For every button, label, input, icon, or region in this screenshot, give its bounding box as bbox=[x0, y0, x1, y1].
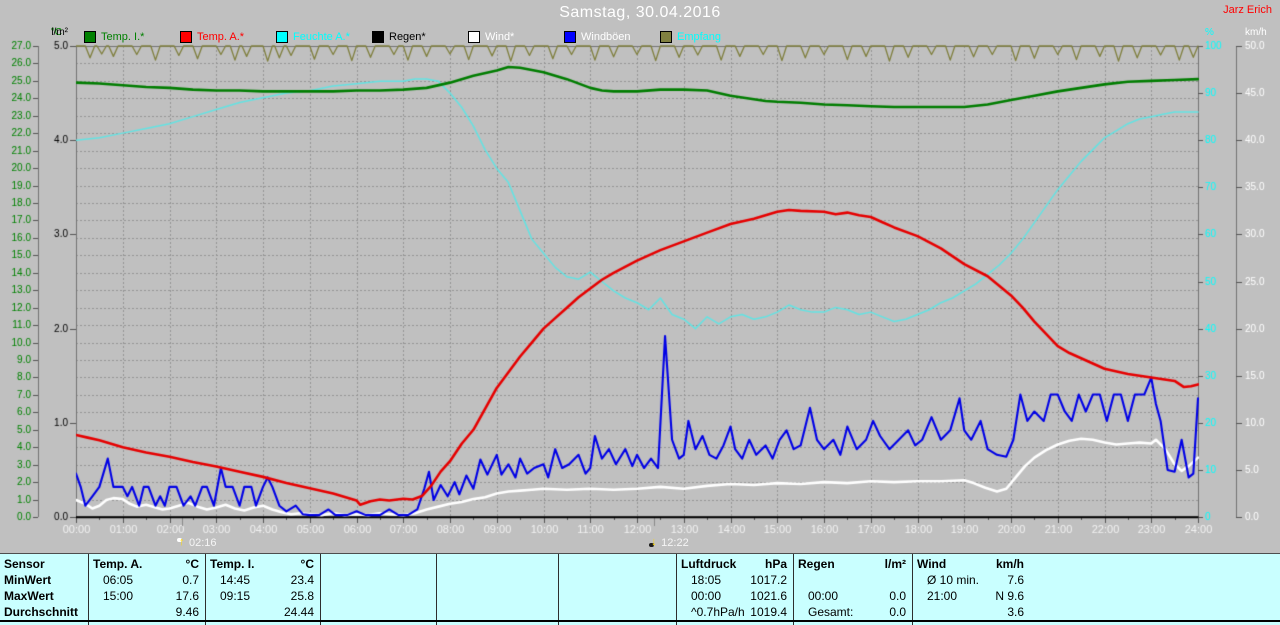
cell-time: 09:15 bbox=[220, 589, 251, 603]
cell-value: 1017.2 bbox=[750, 573, 787, 587]
wind-swatch-icon bbox=[468, 31, 480, 43]
cell-value: 23.4 bbox=[290, 573, 314, 587]
cell-time: Gesamt: bbox=[808, 605, 854, 619]
table-column-wind-stats: Wind km/h Ø 10 min. 7.6 21:00 N 9.6 3.6 bbox=[912, 554, 1030, 625]
event-marker-1222: ↓ 12:22 bbox=[649, 536, 689, 549]
axis-unit-rain: l/m² bbox=[51, 27, 68, 38]
summary-table: Sensor MinWert MaxWert Durchschnitt Temp. A.… bbox=[0, 553, 1280, 625]
cell-time: 00:00 bbox=[808, 589, 839, 603]
legend-label: Wind* bbox=[485, 31, 515, 43]
column-header: Temp. A. bbox=[93, 557, 143, 571]
axis-unit-celsius: °C bbox=[50, 27, 62, 38]
table-column-luftdruck-stats: Luftdruck hPa 18:05 1017.2 00:00 1021.6 ^0.7hP… bbox=[676, 554, 793, 625]
cell-value: 0.0 bbox=[889, 589, 906, 603]
legend-item-wind[interactable]: Wind* bbox=[468, 31, 564, 43]
empfang-swatch-icon bbox=[660, 31, 672, 43]
legend-item-temp-a[interactable]: Temp. A.* bbox=[180, 31, 276, 43]
column-unit: °C bbox=[185, 557, 199, 571]
table-column-spacer-3 bbox=[558, 554, 676, 625]
cell-value: 25.8 bbox=[290, 589, 314, 603]
legend-label: Temp. I.* bbox=[101, 31, 145, 43]
legend-item-temp-i[interactable]: Temp. I.* bbox=[84, 31, 180, 43]
event-marker-0216: ↑ 02:16 bbox=[176, 535, 217, 549]
legend-item-regen[interactable]: Regen* bbox=[372, 31, 468, 43]
column-unit: hPa bbox=[764, 557, 787, 571]
moonrise-icon: ↓ bbox=[649, 535, 657, 548]
cell-value: 17.6 bbox=[175, 589, 199, 603]
event-marker-time: 02:16 bbox=[188, 536, 217, 549]
cell-time: Ø 10 min. bbox=[927, 573, 980, 587]
row-label: MaxWert bbox=[4, 589, 54, 603]
cell-value: 1019.4 bbox=[750, 605, 787, 619]
table-column-regen-stats: Regen l/m² 00:00 0.0 Gesamt: 0.0 bbox=[793, 554, 912, 625]
moonset-icon: ↑ bbox=[176, 535, 185, 548]
column-unit: l/m² bbox=[884, 557, 906, 571]
column-header: Temp. I. bbox=[210, 557, 255, 571]
legend-label: Temp. A.* bbox=[197, 31, 245, 43]
column-header: Regen bbox=[798, 557, 835, 571]
cell-value: 0.7 bbox=[182, 573, 199, 587]
table-row-labels-column: Sensor MinWert MaxWert Durchschnitt bbox=[0, 554, 88, 625]
cell-value: 7.6 bbox=[1007, 573, 1024, 587]
windboeen-swatch-icon bbox=[564, 31, 576, 43]
regen-swatch-icon bbox=[372, 31, 384, 43]
column-unit: km/h bbox=[995, 557, 1024, 571]
chart-legend: Temp. I.* Temp. A.* Feuchte A.* Regen* Wind*… bbox=[84, 31, 756, 43]
cell-value: N 9.6 bbox=[995, 589, 1024, 603]
column-header: Luftdruck bbox=[681, 557, 737, 571]
legend-label: Windböen bbox=[581, 31, 631, 43]
cell-value: 0.0 bbox=[889, 605, 906, 619]
cell-value: 3.6 bbox=[1007, 605, 1024, 619]
author-label: Jarz Erich bbox=[1223, 4, 1272, 16]
cell-value: 9.46 bbox=[175, 605, 199, 619]
cell-time: 14:45 bbox=[220, 573, 251, 587]
event-marker-time: 12:22 bbox=[661, 536, 689, 549]
cell-time: 15:00 bbox=[103, 589, 134, 603]
legend-item-windboeen[interactable]: Windböen bbox=[564, 31, 660, 43]
legend-label: Empfang bbox=[677, 31, 722, 43]
cell-time: 21:00 bbox=[927, 589, 958, 603]
weather-chart-canvas[interactable] bbox=[0, 0, 1280, 553]
cell-time: 00:00 bbox=[691, 589, 722, 603]
table-column-spacer-4 bbox=[1030, 554, 1280, 625]
table-column-temp-a-stats: Temp. A. °C 06:05 0.7 15:00 17.6 9.46 bbox=[88, 554, 205, 625]
axis-unit-wind: km/h bbox=[1245, 27, 1267, 38]
row-label: MinWert bbox=[4, 573, 52, 587]
table-column-spacer-1 bbox=[320, 554, 436, 625]
table-column-spacer-2 bbox=[436, 554, 558, 625]
legend-label: Feuchte A.* bbox=[293, 31, 350, 43]
cell-time: 06:05 bbox=[103, 573, 134, 587]
legend-item-empfang[interactable]: Empfang bbox=[660, 31, 756, 43]
column-header: Wind bbox=[917, 557, 947, 571]
cell-time: ^0.7hPa/h bbox=[691, 605, 745, 619]
feuchte-a-swatch-icon bbox=[276, 31, 288, 43]
temp-i-swatch-icon bbox=[84, 31, 96, 43]
cell-value: 1021.6 bbox=[750, 589, 787, 603]
table-column-temp-i-stats: Temp. I. °C 14:45 23.4 09:15 25.8 24.44 bbox=[205, 554, 320, 625]
row-label: Durchschnitt bbox=[4, 605, 79, 619]
cell-value: 24.44 bbox=[283, 605, 314, 619]
temp-a-swatch-icon bbox=[180, 31, 192, 43]
column-unit: °C bbox=[300, 557, 314, 571]
legend-label: Regen* bbox=[389, 31, 426, 43]
page-title: Samstag, 30.04.2016 bbox=[559, 4, 721, 21]
legend-item-feuchte-a[interactable]: Feuchte A.* bbox=[276, 31, 372, 43]
row-label: Sensor bbox=[4, 557, 45, 571]
cell-time: 18:05 bbox=[691, 573, 722, 587]
axis-unit-humidity: % bbox=[1205, 27, 1214, 38]
